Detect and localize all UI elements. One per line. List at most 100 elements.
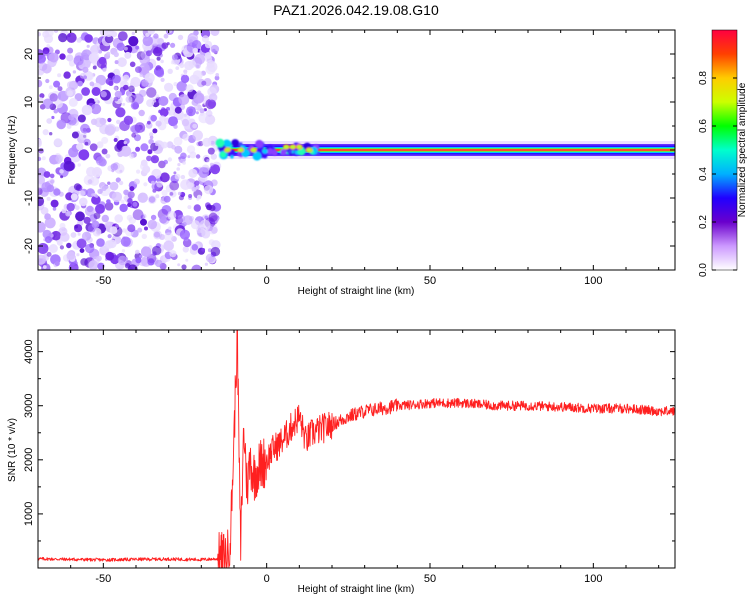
noise-blob [38, 97, 44, 103]
noise-blob [50, 179, 55, 184]
spectrogram-x-tick-label: -50 [95, 275, 111, 287]
noise-blob [153, 231, 161, 238]
noise-blob [192, 123, 198, 129]
snr-marks [38, 330, 675, 568]
noise-blob [123, 115, 134, 126]
snr-x-tick-label: -50 [95, 573, 111, 585]
noise-blob [127, 197, 133, 204]
noise-blob [177, 34, 184, 41]
noise-blob [104, 221, 113, 230]
snr-y-tick-label: 3000 [23, 393, 35, 417]
noise-blob [97, 188, 103, 195]
noise-blob [53, 30, 59, 33]
noise-blob [49, 173, 55, 179]
noise-blob [138, 109, 145, 117]
noise-blob [79, 132, 88, 141]
noise-blob [142, 165, 151, 174]
noise-blob [89, 176, 100, 186]
noise-blob [38, 156, 42, 162]
noise-blob [156, 56, 161, 61]
noise-blob [155, 142, 159, 147]
noise-blob [137, 192, 148, 203]
noise-blob [167, 157, 173, 162]
noise-blob [43, 171, 51, 178]
noise-blob [38, 62, 48, 71]
noise-blob [63, 71, 71, 79]
noise-blob [76, 238, 87, 249]
noise-blob [115, 177, 121, 183]
noise-blob [95, 203, 105, 214]
noise-blob [42, 129, 49, 136]
noise-blob [131, 31, 135, 36]
noise-blob [195, 63, 201, 69]
noise-blob [136, 169, 141, 174]
noise-blob [60, 175, 64, 179]
noise-blob [146, 99, 155, 108]
noise-blob [210, 30, 220, 36]
noise-blob [132, 209, 144, 221]
onset-blob [246, 152, 250, 156]
noise-blob [72, 70, 77, 74]
noise-blob [115, 107, 126, 118]
noise-blob [210, 164, 221, 175]
noise-blob [140, 218, 147, 226]
noise-blob [46, 44, 50, 48]
noise-blob [160, 59, 164, 64]
noise-blob [42, 265, 47, 269]
noise-blob [135, 66, 142, 73]
noise-blob [117, 31, 128, 41]
noise-blob [204, 40, 213, 49]
noise-blob [68, 97, 78, 107]
noise-blob [182, 161, 186, 165]
noise-blob [160, 77, 165, 82]
noise-blob [66, 81, 75, 89]
spectrogram-y-tick-label: -20 [23, 238, 35, 254]
noise-blob [134, 122, 146, 133]
noise-blob [155, 259, 163, 268]
signal-hotspot [250, 147, 258, 153]
noise-blob [84, 71, 94, 81]
noise-blob [113, 51, 119, 58]
noise-blob [180, 179, 191, 190]
noise-blob [179, 229, 190, 240]
spectrogram-x-tick-label: 0 [264, 275, 270, 287]
onset-blob [262, 153, 268, 159]
noise-blob [207, 99, 217, 109]
onset-blob [238, 142, 243, 147]
colorbar: 0.0 0.2 0.4 0.6 0.8 Normalized spectral ampl… [698, 29, 748, 277]
noise-blob [95, 194, 99, 198]
noise-blob [76, 143, 84, 151]
noise-blob [206, 159, 210, 163]
noise-blob [174, 173, 181, 180]
noise-blob [145, 32, 150, 38]
noise-blob [38, 183, 42, 189]
noise-blob [170, 60, 175, 65]
noise-blob [198, 112, 209, 124]
noise-blob [73, 183, 82, 191]
signal-onset [215, 138, 320, 161]
noise-blob [187, 205, 192, 210]
noise-blob [68, 147, 79, 158]
noise-blob [105, 77, 113, 85]
noise-blob [76, 37, 82, 43]
noise-blob [54, 261, 60, 267]
noise-blob [156, 181, 163, 188]
noise-blob [117, 93, 121, 97]
noise-blob [58, 33, 68, 43]
snr-y-tick-label: 4000 [23, 339, 35, 363]
noise-blob [51, 230, 61, 241]
noise-blob [104, 202, 114, 211]
noise-blob [215, 73, 219, 77]
noise-blob [204, 52, 212, 59]
spectrogram-y-label: Frequency (Hz) [7, 116, 18, 185]
noise-blob [56, 119, 66, 130]
noise-blob [74, 205, 80, 211]
noise-blob [173, 82, 178, 87]
noise-blob [185, 258, 189, 262]
noise-blob [196, 228, 206, 238]
noise-blob [158, 109, 163, 114]
spectrogram-y-ticks: -20 -10 0 10 20 [23, 29, 675, 271]
noise-blob [161, 189, 168, 197]
noise-blob [110, 163, 119, 171]
noise-blob [54, 99, 63, 109]
